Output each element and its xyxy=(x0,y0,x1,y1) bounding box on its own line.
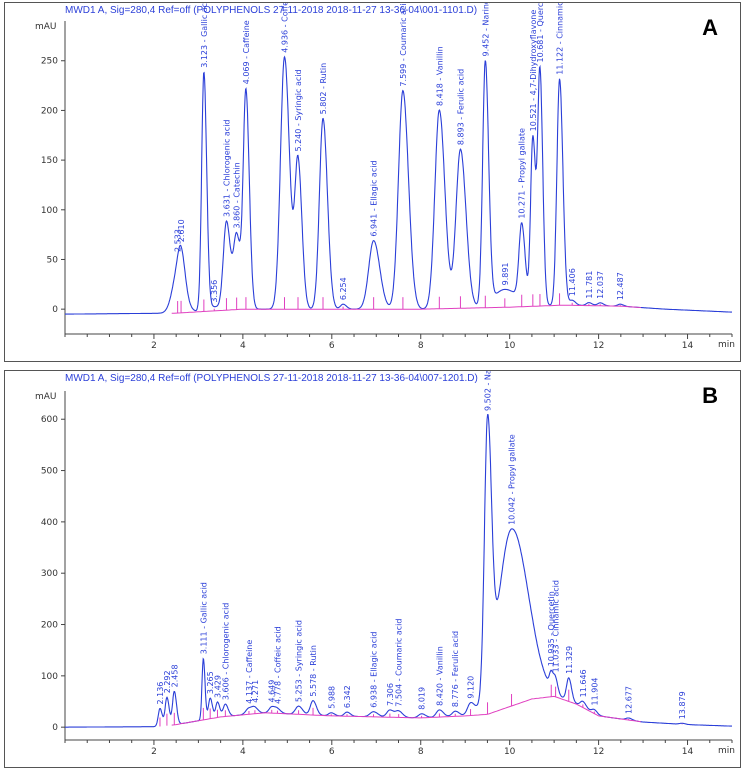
x-tick-label: 12 xyxy=(593,341,604,351)
peak-label: 8.893 - Ferulic acid xyxy=(456,69,465,145)
peak-label: 4.069 - Caffeine xyxy=(242,20,251,84)
peak-label: 11.033 - Cinnamic acid xyxy=(552,580,561,672)
peak-label: 5.802 - Rutin xyxy=(319,63,328,115)
peak-label: 3.631 - Chlorogenic acid xyxy=(222,119,231,217)
peak-label: 11.781 xyxy=(585,271,594,299)
peak-label: 2.292 xyxy=(163,670,172,693)
peak-label: 3.860 - Catechin xyxy=(233,162,242,228)
peak-label: 4.778 - Coffeic acid xyxy=(273,626,282,704)
chromatogram-a-plot: mAU min 0 50 100 150 200 250 2 4 6 8 10 12 14 2.5332.61… xyxy=(35,3,735,351)
y-tick-label: 0 xyxy=(52,305,58,315)
peak-label: 13.879 xyxy=(678,691,687,719)
peak-label: 9.502 - Naringenin xyxy=(484,371,493,411)
y-tick-label: 300 xyxy=(41,569,58,579)
peak-label: 3.356 xyxy=(210,280,219,303)
peak-label: 2.533 xyxy=(174,229,183,252)
y-tick-label: 500 xyxy=(41,467,58,477)
peak-label: 11.329 xyxy=(565,646,574,674)
y-axis-label: mAU xyxy=(35,392,57,402)
peak-label: 11.904 xyxy=(590,677,599,705)
peak-label: 6.342 xyxy=(343,685,352,708)
y-tick-label: 0 xyxy=(52,723,58,733)
chromatogram-b-plot: mAU min 0 100 200 300 400 500 600 2 4 6 8 10 12 14 2.136… xyxy=(35,371,735,757)
peak-label: 10.271 - Propyl gallate xyxy=(518,128,527,219)
peak-label: 8.019 xyxy=(418,687,427,710)
peak-label: 4.137 - Caffeine xyxy=(245,640,254,704)
peak-label: 3.429 xyxy=(213,675,222,698)
peak-label: 10.042 - Propyl gallate xyxy=(508,434,517,525)
peak-label: 5.988 xyxy=(327,686,336,709)
peak-label: 2.458 xyxy=(170,664,179,687)
integration-baseline xyxy=(171,695,641,726)
x-tick-label: 14 xyxy=(682,747,694,757)
x-tick-label: 8 xyxy=(418,341,424,351)
peak-label: 6.938 - Ellagic acid xyxy=(370,632,379,708)
peak-label: 11.406 xyxy=(568,268,577,296)
panel-a-letter: A xyxy=(702,15,718,40)
peak-label: 8.418 - Vanillin xyxy=(435,46,444,106)
peak-label: 4.649 xyxy=(268,680,277,703)
y-tick-label: 400 xyxy=(41,518,58,528)
y-tick-label: 600 xyxy=(41,415,58,425)
x-tick-label: 6 xyxy=(329,341,335,351)
peak-label: 5.240 - Syringic acid xyxy=(294,69,303,151)
y-tick-label: 250 xyxy=(41,57,58,67)
peak-label: 2.610 xyxy=(177,219,186,242)
y-tick-label: 100 xyxy=(41,672,58,682)
peak-label: 6.941 - Ellagic acid xyxy=(370,160,379,236)
peak-label: 12.037 xyxy=(596,271,605,299)
chromatogram-trace xyxy=(65,55,732,315)
y-axis-label: mAU xyxy=(35,22,57,32)
peak-label: 10.935 - Quercetin xyxy=(547,591,556,666)
peak-label: 12.487 xyxy=(616,272,625,300)
x-axis-label: min xyxy=(718,340,735,350)
y-tick-label: 100 xyxy=(41,206,58,216)
peak-label: 9.891 xyxy=(501,262,510,285)
peak-label: 11.122 - Cinnamic acid xyxy=(556,3,565,75)
panel-b-letter: B xyxy=(702,383,718,408)
peak-label: 3.265 xyxy=(206,671,215,694)
x-tick-label: 6 xyxy=(329,747,335,757)
peak-label: 4.271 xyxy=(251,680,260,703)
x-tick-label: 2 xyxy=(151,341,157,351)
peak-label: 9.452 - Naringenin xyxy=(481,3,490,56)
peak-label: 7.504 - Coumaric acid xyxy=(395,619,404,707)
peak-label: 8.776 - Ferulic acid xyxy=(451,631,460,707)
panel-a-header: MWD1 A, Sig=280,4 Ref=off (POLYPHENOLS 2… xyxy=(65,5,478,16)
x-tick-label: 4 xyxy=(240,747,246,757)
x-tick-label: 10 xyxy=(504,341,516,351)
x-tick-label: 2 xyxy=(151,747,157,757)
peak-label: 3.111 - Gallic acid xyxy=(199,582,208,654)
peak-label: 6.254 xyxy=(339,277,348,300)
peak-label: 8.420 - Vanillin xyxy=(435,646,444,706)
peak-label: 4.936 - Coffeic acid xyxy=(280,3,289,53)
x-tick-label: 10 xyxy=(504,747,516,757)
peak-label: 2.136 xyxy=(156,682,165,705)
peak-label: 7.599 - Coumaric acid xyxy=(399,3,408,87)
y-tick-label: 200 xyxy=(41,106,58,116)
integration-baseline xyxy=(171,304,641,314)
x-tick-label: 4 xyxy=(240,341,246,351)
peak-label: 5.578 - Rutin xyxy=(309,645,318,697)
peak-label: 3.123 - Gallic acid xyxy=(200,3,209,68)
peak-label: 7.306 xyxy=(386,683,395,706)
y-tick-label: 150 xyxy=(41,156,58,166)
peak-label: 10.681 - Quercetin xyxy=(536,3,545,62)
peak-label: 11.646 xyxy=(579,669,588,697)
peak-label: 12.677 xyxy=(625,686,634,714)
x-tick-label: 8 xyxy=(418,747,424,757)
y-tick-label: 200 xyxy=(41,621,58,631)
peak-label: 9.120 xyxy=(467,676,476,699)
y-tick-label: 50 xyxy=(47,255,59,265)
x-tick-label: 12 xyxy=(593,747,604,757)
x-tick-label: 14 xyxy=(682,341,694,351)
chromatogram-panel-b: MWD1 A, Sig=280,4 Ref=off (POLYPHENOLS 2… xyxy=(4,370,741,768)
x-axis-label: min xyxy=(718,746,735,756)
panel-b-header: MWD1 A, Sig=280,4 Ref=off (POLYPHENOLS 2… xyxy=(65,373,478,384)
peak-label: 10.521 - 4,7-Dihydroxyflavone xyxy=(529,10,538,132)
peak-label: 5.253 - Syringic acid xyxy=(295,620,304,702)
chromatogram-panel-a: MWD1 A, Sig=280,4 Ref=off (POLYPHENOLS 2… xyxy=(4,2,741,362)
peak-label: 3.606 - Chlorogenic acid xyxy=(221,603,230,701)
